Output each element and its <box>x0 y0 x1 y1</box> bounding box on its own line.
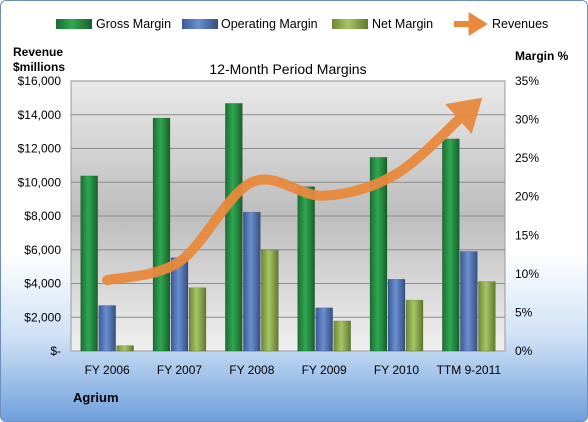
right-axis-title: Margin % <box>515 49 569 63</box>
bar-operating-margin-fy-2007 <box>170 257 189 352</box>
bar-operating-margin-fy-2008 <box>243 211 261 352</box>
bar-net-margin-fy-2008 <box>261 249 279 352</box>
left-tick-label: $6,000 <box>24 243 61 257</box>
right-tick-label: 20% <box>515 190 539 204</box>
bar-series <box>80 103 496 352</box>
bar-gross-margin-fy-2008 <box>225 103 243 352</box>
right-axis: 0% 5% 10% 15% 20% 25% 30% 35% <box>515 74 539 358</box>
legend-item-net-margin: Net Margin <box>332 17 433 31</box>
left-tick-label: $10,000 <box>18 175 62 189</box>
bar-net-margin-ttm-9-2011 <box>478 281 496 352</box>
legend-item-operating-margin: Operating Margin <box>182 17 318 31</box>
legend-label-operating-margin: Operating Margin <box>221 17 318 31</box>
legend-swatch-gross-margin <box>56 19 92 29</box>
category-label: FY 2007 <box>157 363 202 377</box>
revenue-series <box>102 97 483 286</box>
right-tick-label: 10% <box>515 267 539 281</box>
category-label: FY 2006 <box>85 363 130 377</box>
bar-net-margin-fy-2009 <box>333 320 351 352</box>
category-label: FY 2008 <box>229 363 274 377</box>
left-tick-label: $12,000 <box>18 142 62 156</box>
category-label: FY 2009 <box>302 363 347 377</box>
category-axis: FY 2006 FY 2007 FY 2008 FY 2009 FY 2010 TTM 9… <box>85 363 502 377</box>
bar-gross-margin-fy-2009 <box>297 186 315 352</box>
bar-gross-margin-ttm-9-2011 <box>442 138 460 352</box>
bar-operating-margin-fy-2006 <box>98 305 116 352</box>
right-tick-label: 35% <box>515 74 539 88</box>
left-axis-title-line2: $millions <box>13 60 65 74</box>
bar-gross-margin-fy-2006 <box>80 175 98 352</box>
left-axis: $- $2,000 $4,000 $6,000 $8,000 $10,000 $12,000… <box>18 74 62 358</box>
bar-operating-margin-ttm-9-2011 <box>460 251 478 352</box>
category-label: TTM 9-2011 <box>437 363 502 377</box>
right-tick-label: 0% <box>515 344 533 358</box>
legend-swatch-operating-margin <box>182 19 218 29</box>
left-axis-title-line1: Revenue <box>13 45 63 59</box>
left-tick-label: $2,000 <box>24 310 61 324</box>
legend-label-revenues: Revenues <box>492 17 548 31</box>
bar-gross-margin-fy-2007 <box>152 117 171 352</box>
bar-gross-margin-fy-2010 <box>369 157 388 352</box>
chart-title: 12-Month Period Margins <box>209 61 366 77</box>
bar-net-margin-fy-2006 <box>116 345 134 352</box>
right-tick-label: 5% <box>515 305 533 319</box>
right-tick-label: 30% <box>515 113 539 127</box>
legend-swatch-net-margin <box>332 19 368 29</box>
right-tick-label: 25% <box>515 151 539 165</box>
category-label: FY 2010 <box>374 363 419 377</box>
bar-net-margin-fy-2007 <box>188 287 207 352</box>
company-label: Agrium <box>73 390 119 405</box>
bar-net-margin-fy-2010 <box>405 299 424 352</box>
left-tick-label: $16,000 <box>18 74 62 88</box>
left-tick-label: $4,000 <box>24 277 61 291</box>
legend-item-gross-margin: Gross Margin <box>56 17 171 31</box>
left-tick-label: $8,000 <box>24 209 61 223</box>
left-tick-label: $14,000 <box>18 108 62 122</box>
left-tick-label: $- <box>50 344 61 358</box>
right-tick-label: 15% <box>515 228 539 242</box>
bar-operating-margin-fy-2010 <box>387 279 406 352</box>
legend-label-net-margin: Net Margin <box>372 17 433 31</box>
revenue-line <box>102 97 483 286</box>
legend: Gross Margin Operating Margin Net Margin… <box>56 12 548 36</box>
bar-operating-margin-fy-2009 <box>315 307 333 352</box>
legend-item-revenues: Revenues <box>454 12 548 36</box>
legend-label-gross-margin: Gross Margin <box>96 17 171 31</box>
